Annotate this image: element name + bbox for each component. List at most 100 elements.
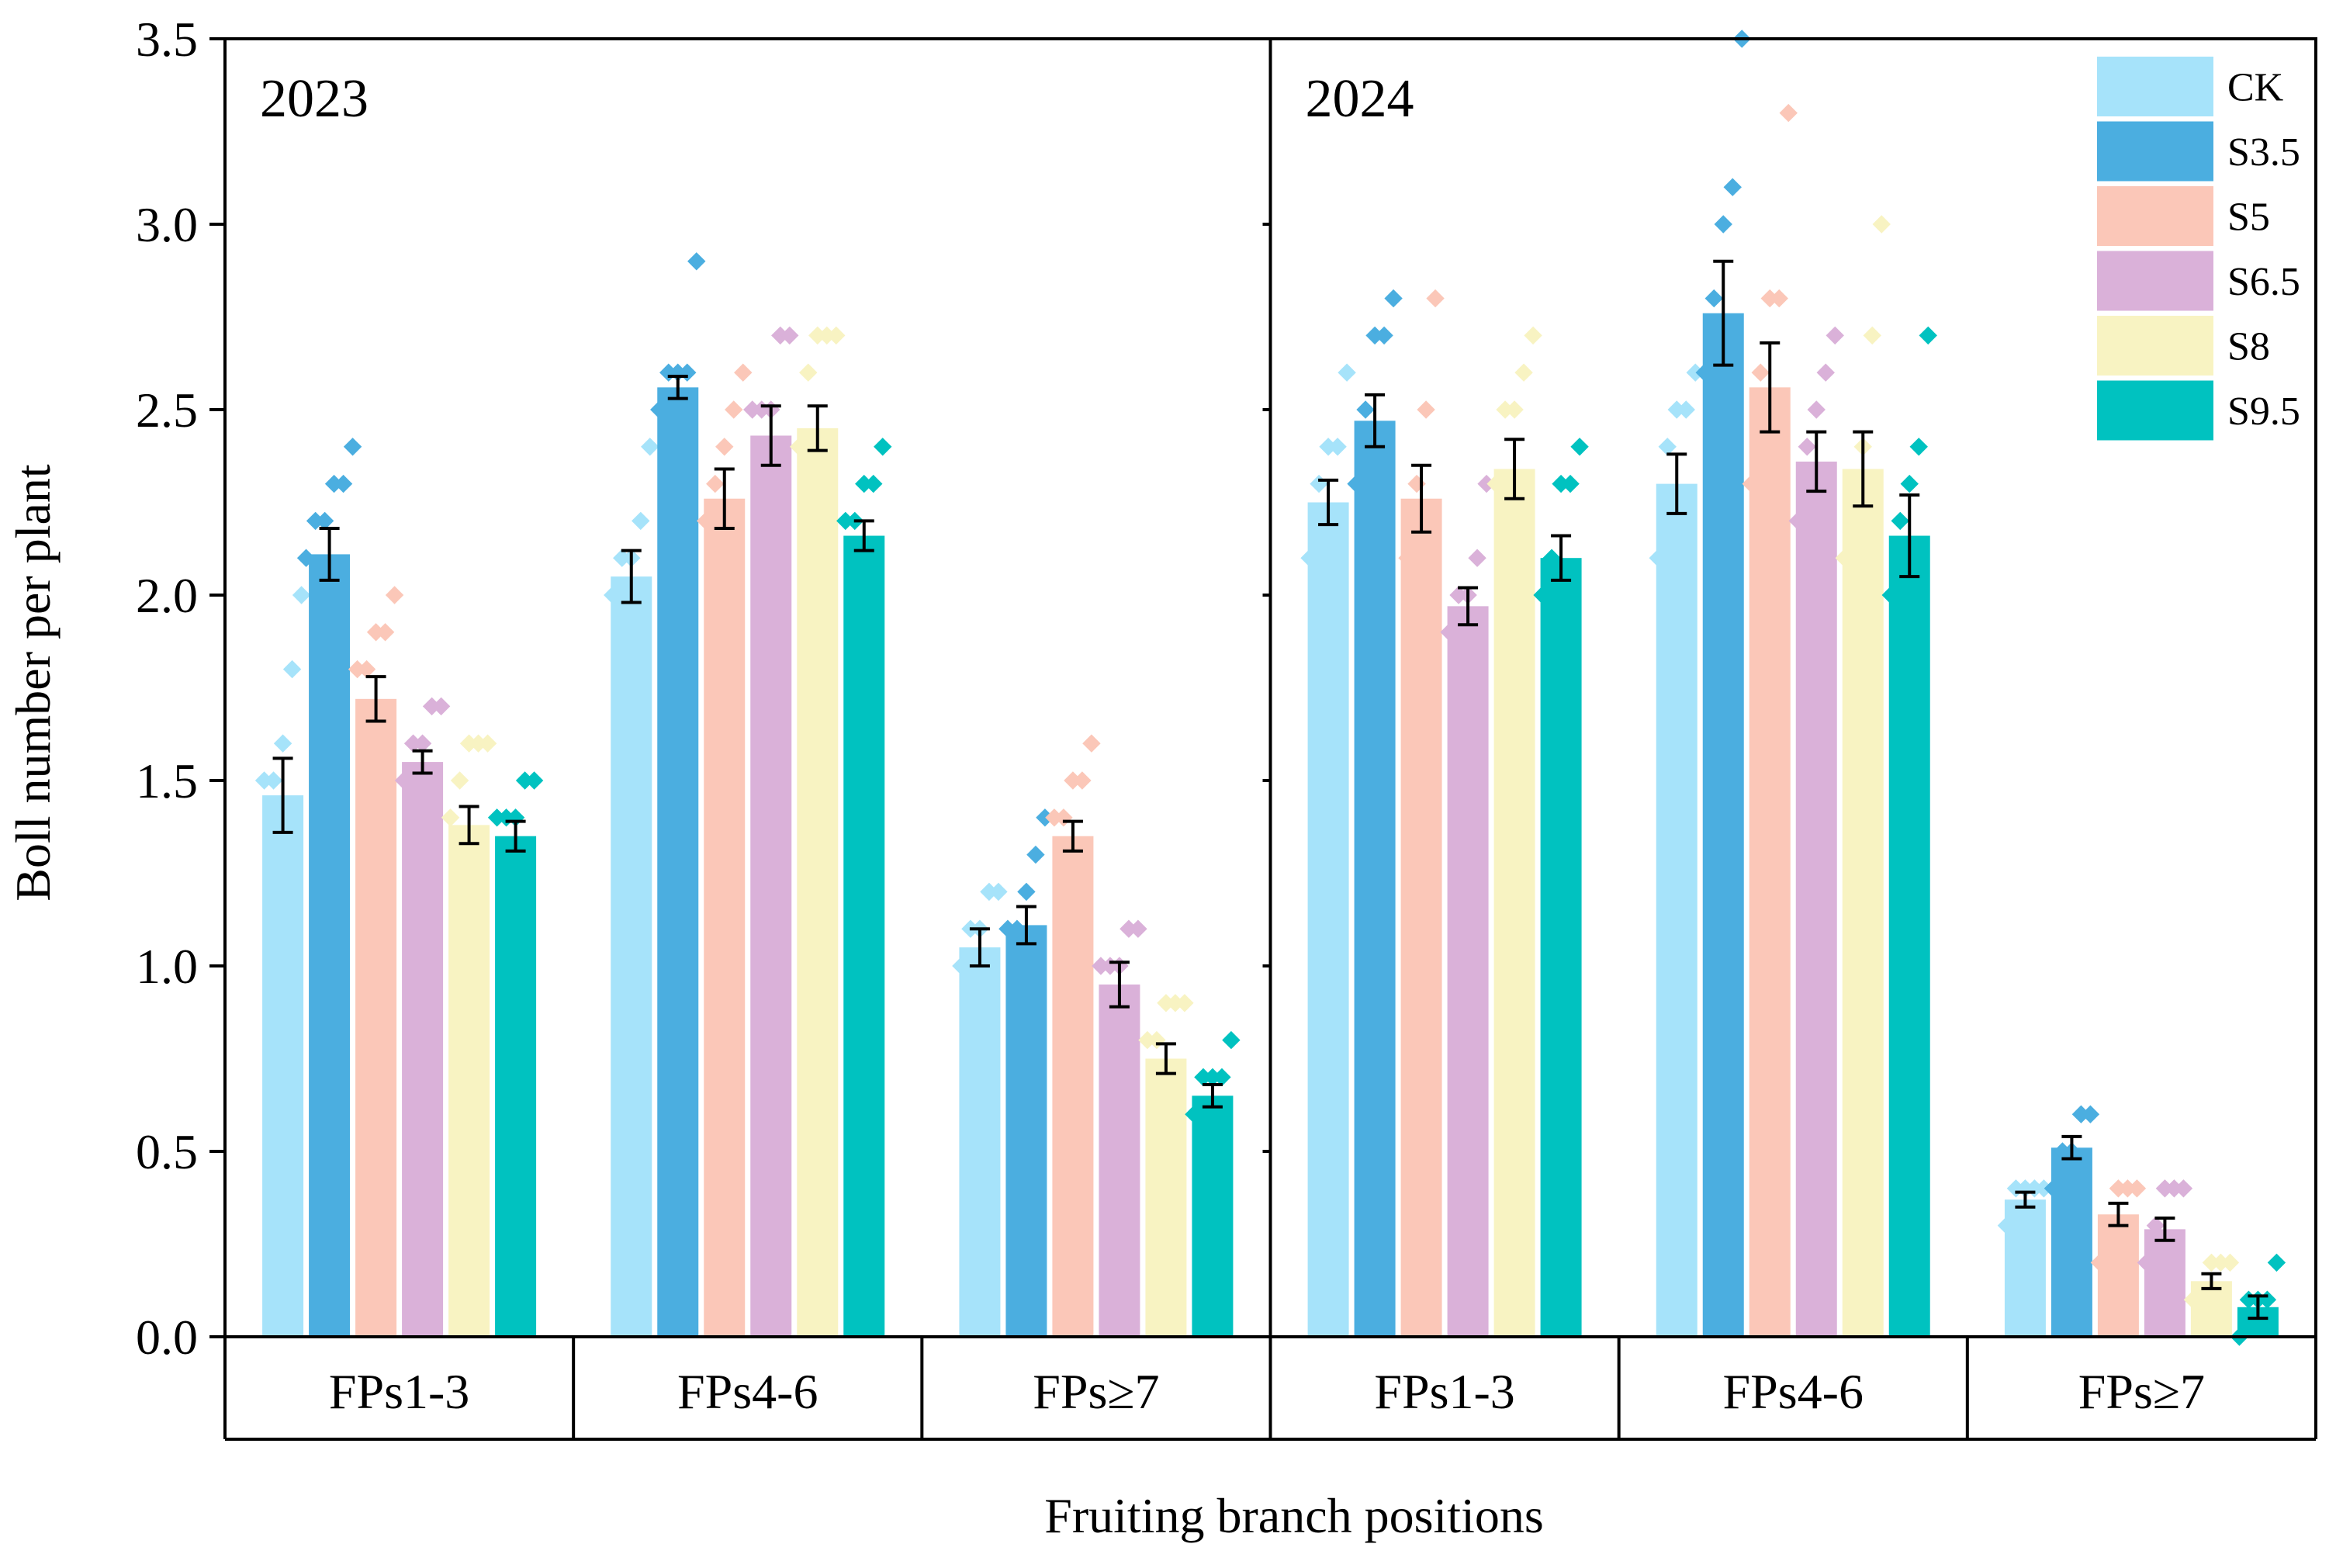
data-point (1468, 549, 1486, 567)
data-point (697, 511, 715, 531)
data-point (2127, 1179, 2147, 1198)
bar-2023-FPs1-3-S3.5 (309, 554, 351, 1337)
data-point (282, 659, 302, 679)
data-point (1026, 845, 1045, 864)
data-point (1891, 511, 1909, 531)
data-point (1872, 215, 1891, 234)
legend-label-S5: S5 (2227, 196, 2270, 240)
data-point (1222, 1030, 1241, 1050)
data-point (1863, 326, 1881, 345)
category-label: FPs1-3 (329, 1364, 469, 1419)
legend-label-CK: CK (2227, 66, 2284, 110)
data-point (1514, 363, 1533, 382)
data-point (1881, 586, 1900, 604)
data-point (334, 474, 353, 493)
data-point (1417, 400, 1435, 419)
y-tick-label: 0.5 (136, 1124, 198, 1179)
data-point (1695, 363, 1714, 382)
data-point (1919, 326, 1937, 345)
data-point (2174, 1179, 2193, 1198)
data-point (1807, 400, 1826, 419)
legend-label-S3.5: S3.5 (2227, 130, 2300, 175)
data-point (1826, 326, 1844, 345)
bar-2024-FPs1-3-CK (1307, 502, 1349, 1337)
data-point (1129, 919, 1147, 938)
data-point (1185, 1105, 1203, 1123)
data-point (2137, 1253, 2156, 1272)
bar-2023-FPs4-6-S3.5 (657, 387, 699, 1337)
bar-2024-FPs≥7-S5 (2097, 1214, 2139, 1337)
data-point (1561, 474, 1580, 493)
y-tick-label: 1.0 (136, 939, 198, 994)
data-point (431, 697, 451, 716)
data-point (604, 586, 622, 604)
bar-2024-FPs4-6-S6.5 (1795, 461, 1837, 1338)
bar-2023-FPs1-3-S6.5 (402, 762, 444, 1337)
data-point (1008, 919, 1026, 938)
bar-2023-FPs1-3-S5 (355, 698, 397, 1337)
data-point (2192, 1290, 2212, 1309)
data-point (1486, 474, 1505, 493)
bar-2023-FPs≥7-S6.5 (1099, 984, 1140, 1337)
bar-2024-FPs4-6-S3.5 (1702, 313, 1744, 1338)
data-point (2044, 1179, 2063, 1198)
data-point (1347, 474, 1365, 493)
data-point (641, 438, 659, 456)
data-point (1147, 1030, 1166, 1050)
data-point (734, 363, 753, 382)
data-point (1844, 474, 1863, 493)
data-point (343, 438, 362, 456)
data-point (1779, 103, 1798, 123)
data-point (1082, 734, 1101, 753)
data-point (864, 474, 883, 493)
category-label: FPs4-6 (677, 1364, 818, 1419)
bar-2023-FPs4-6-S5 (704, 498, 746, 1337)
data-point (1751, 363, 1770, 382)
data-point (1742, 474, 1760, 493)
legend-swatch-S5 (2097, 186, 2213, 246)
bar-2024-FPs≥7-S6.5 (2144, 1229, 2185, 1337)
data-point (1310, 474, 1328, 493)
legend-swatch-S9.5 (2097, 380, 2213, 441)
data-point (790, 438, 808, 456)
bar-2023-FPs≥7-S8 (1145, 1058, 1187, 1337)
data-point (1375, 326, 1393, 345)
category-label: FPs≥7 (2078, 1364, 2205, 1419)
data-point (874, 438, 892, 456)
data-point (1175, 994, 1194, 1012)
data-point (1816, 363, 1835, 382)
legend-label-S6.5: S6.5 (2227, 260, 2300, 304)
data-point (780, 326, 799, 345)
bar-2024-FPs1-3-S6.5 (1447, 606, 1489, 1337)
category-label: FPs1-3 (1374, 1364, 1514, 1419)
data-point (1017, 882, 1036, 902)
legend-label-S8: S8 (2227, 325, 2270, 369)
bar-2024-FPs4-6-CK (1656, 483, 1697, 1337)
data-point (1835, 549, 1853, 567)
y-tick-label: 3.0 (136, 197, 198, 252)
data-point (1909, 438, 1928, 456)
data-point (1384, 289, 1403, 308)
text-layer: Boll number per plant Fruiting branch po… (5, 12, 2205, 1543)
data-point (2258, 1290, 2277, 1309)
category-label: FPs≥7 (1033, 1364, 1159, 1419)
bar-2024-FPs4-6-S9.5 (1888, 535, 1930, 1337)
bar-2024-FPs1-3-S5 (1400, 498, 1442, 1337)
data-point (292, 586, 311, 604)
y-tick-label: 1.5 (136, 753, 198, 808)
data-point (450, 771, 469, 790)
panel-title: 2024 (1306, 69, 1414, 129)
bar-2024-FPs≥7-S3.5 (2050, 1147, 2092, 1337)
data-point (273, 734, 292, 753)
data-point (1788, 511, 1807, 531)
data-point (1338, 363, 1356, 382)
data-point (1524, 326, 1542, 345)
bar-2023-FPs≥7-S9.5 (1192, 1096, 1234, 1337)
data-point (1704, 289, 1723, 308)
bar-2024-FPs≥7-S8 (2190, 1281, 2232, 1337)
legend-swatch-S3.5 (2097, 121, 2213, 182)
bar-2023-FPs1-3-CK (262, 795, 304, 1337)
data-point (989, 882, 1008, 902)
data-point (706, 474, 725, 493)
y-axis-title: Boll number per plant (5, 464, 61, 902)
